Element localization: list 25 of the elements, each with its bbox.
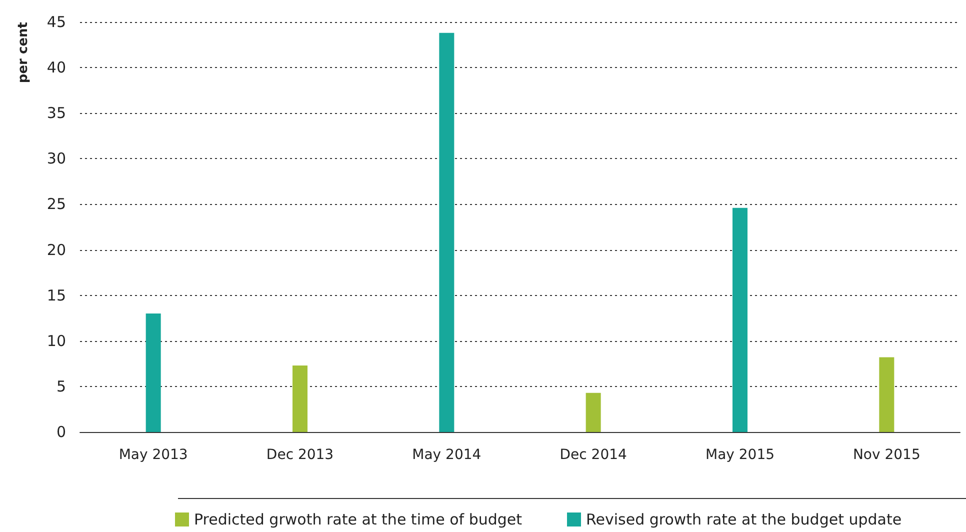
y-tick-label: 30: [46, 150, 66, 168]
y-tick-label: 15: [46, 286, 66, 304]
y-tick-label: 35: [46, 104, 66, 122]
bar: [879, 357, 894, 432]
y-tick-label: 45: [46, 13, 66, 31]
y-tick-label: 5: [56, 377, 66, 396]
legend-label: Revised growth rate at the budget update: [586, 510, 902, 528]
x-tick-label: Nov 2015: [852, 447, 920, 463]
x-tick-label: May 2015: [705, 447, 775, 463]
y-tick-label: 20: [46, 240, 66, 259]
x-tick-label: Dec 2014: [560, 447, 628, 463]
x-tick-label: May 2014: [412, 447, 482, 463]
bar: [732, 208, 748, 432]
y-tick-label: 25: [46, 195, 66, 214]
bar: [146, 314, 161, 432]
y-tick-label: 0: [56, 423, 66, 441]
x-tick-label: Dec 2013: [266, 447, 334, 463]
bar: [439, 32, 454, 432]
legend-label: Predicted grwoth rate at the time of budget: [194, 510, 522, 528]
bar: [586, 392, 601, 432]
bar: [292, 365, 308, 432]
x-tick-label: May 2013: [118, 447, 188, 463]
y-tick-label: 10: [46, 332, 66, 350]
y-axis-title: per cent: [16, 22, 31, 84]
y-tick-label: 40: [46, 58, 66, 77]
